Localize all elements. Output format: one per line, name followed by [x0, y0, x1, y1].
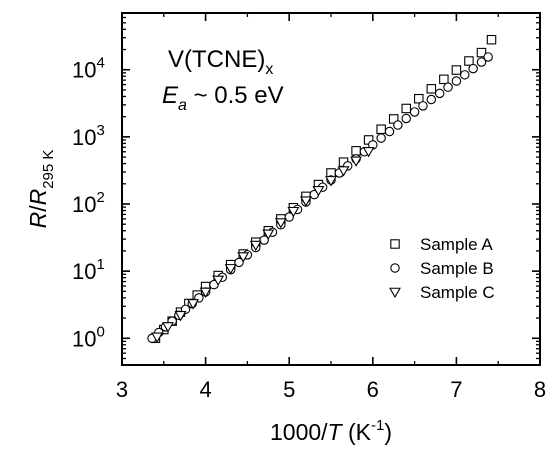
x-tick-labels: 3 4 5 6 7 8: [116, 377, 546, 402]
sample-c-point: [199, 287, 212, 299]
sample-b-point: [409, 107, 420, 117]
sample-c-point: [362, 146, 375, 158]
sample-c-point: [350, 156, 363, 167]
material-annotation: V(TCNE)x: [168, 46, 273, 78]
sample-c-point: [312, 186, 325, 197]
sample-c-point: [299, 196, 312, 207]
sample-a-point: [351, 146, 361, 156]
x-tick-label: 8: [534, 377, 546, 402]
sample-a-point: [476, 47, 487, 58]
y-tick-label: 101: [72, 256, 105, 284]
sample-c-point: [337, 166, 350, 177]
legend: Sample A Sample B Sample C: [389, 235, 495, 302]
sample-b-point: [393, 120, 403, 130]
sample-b-point: [426, 94, 437, 105]
x-tick-label: 3: [116, 377, 128, 402]
sample-c-point: [212, 275, 225, 287]
x-tick-label: 5: [283, 377, 295, 402]
sample-b-legend-label: Sample B: [420, 259, 494, 278]
sample-c-point: [162, 322, 174, 333]
y-tick-label: 102: [72, 189, 105, 217]
sample-b-point: [483, 52, 493, 62]
sample-b-point: [434, 88, 445, 99]
y-tick-label: 103: [72, 122, 105, 150]
sample-c-point: [287, 206, 300, 218]
y-axis-title: R/R295 K: [25, 150, 57, 229]
sample-c-legend-marker: [389, 287, 401, 299]
sample-c-point: [325, 176, 337, 187]
sample-b-point: [451, 76, 462, 86]
sample-c-point: [151, 332, 164, 343]
sample-c-point: [187, 299, 200, 310]
sample-c-point: [249, 240, 262, 252]
sample-b-point: [376, 133, 386, 143]
sample-b-point: [476, 57, 487, 67]
sample-c-point: [224, 264, 237, 275]
sample-b-point: [460, 70, 470, 80]
sample-b-point: [384, 126, 395, 137]
sample-a-legend-label: Sample A: [420, 235, 493, 254]
sample-c-point: [237, 252, 250, 263]
sample-b-point: [468, 63, 478, 74]
data-markers: [147, 34, 497, 344]
sample-c-point: [174, 310, 187, 322]
sample-b-point: [401, 113, 411, 124]
sample-a-legend-marker: [390, 239, 400, 249]
x-tick-label: 4: [199, 377, 211, 402]
sample-c-point: [262, 229, 275, 240]
sample-a-point: [439, 74, 449, 85]
y-tick-label: 104: [72, 55, 105, 83]
sample-a-point: [376, 124, 386, 134]
sample-a-point: [401, 103, 411, 114]
sample-b-legend-marker: [390, 263, 400, 273]
y-tick-labels: 100 101 102 103 104: [72, 55, 105, 352]
sample-b-point: [418, 101, 428, 111]
sample-b-point: [259, 235, 269, 245]
sample-c-point: [274, 218, 287, 229]
x-tick-label: 7: [450, 377, 462, 402]
sample-a-point: [426, 84, 437, 94]
sample-a-point: [414, 93, 424, 104]
activation-energy-annotation: Ea ~ 0.5 eV: [162, 82, 284, 114]
x-tick-label: 6: [367, 377, 379, 402]
sample-a-point: [451, 65, 462, 75]
sample-a-point: [486, 34, 497, 45]
sample-c-legend-label: Sample C: [420, 283, 495, 302]
y-tick-label: 100: [72, 323, 105, 351]
sample-a-point: [464, 56, 474, 66]
axis-ticks: [121, 12, 541, 366]
x-axis-title: 1000/T (K-1): [270, 417, 392, 445]
sample-b-point: [443, 82, 453, 92]
